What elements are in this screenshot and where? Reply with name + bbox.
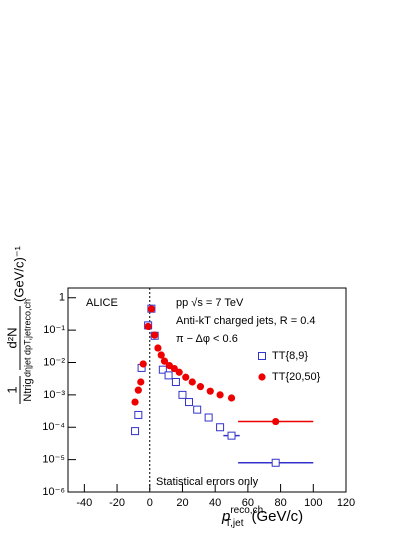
- y-tick-label: 10⁻⁶: [42, 486, 65, 498]
- label-part: p: [221, 508, 230, 525]
- y-tick-label: 10⁻⁴: [42, 421, 65, 433]
- y-label-part: 1: [4, 386, 19, 393]
- marker: [206, 387, 214, 395]
- marker: [151, 331, 159, 339]
- annotation: pp √s = 7 TeV: [176, 297, 244, 309]
- marker: [175, 368, 183, 376]
- marker: [137, 378, 145, 386]
- label-part: reco,ch: [230, 505, 263, 516]
- marker: [272, 417, 280, 426]
- marker: [193, 405, 202, 414]
- marker: [160, 357, 169, 365]
- marker: [131, 398, 139, 406]
- x-tick-label: 80: [274, 497, 286, 509]
- legend-label: TT{8,9}: [272, 350, 308, 362]
- y-tick-label: 10⁻¹: [43, 324, 65, 336]
- marker: [196, 383, 205, 391]
- y-label-part: d²N: [4, 328, 19, 349]
- y-tick-label: 1: [59, 292, 65, 304]
- x-tick-label: -40: [76, 497, 92, 509]
- marker: [131, 427, 140, 436]
- y-tick-label: 10⁻³: [43, 389, 65, 401]
- legend-label: TT{20,50}: [272, 371, 321, 383]
- x-tick-label: 120: [337, 497, 355, 509]
- legend-marker: [258, 352, 266, 360]
- x-tick-label: 100: [304, 497, 322, 509]
- annotation: Statistical errors only: [156, 476, 259, 488]
- marker: [171, 377, 180, 386]
- marker: [170, 364, 178, 373]
- marker: [144, 322, 152, 331]
- marker: [164, 371, 173, 380]
- marker: [204, 413, 213, 422]
- y-label-part: dηjet dpT,jetreco,ch: [22, 299, 32, 377]
- marker: [154, 344, 162, 352]
- marker: [158, 365, 167, 374]
- annotation: ALICE: [86, 297, 118, 309]
- x-tick-label: -20: [109, 497, 125, 509]
- label-part: (GeV/c): [251, 508, 303, 525]
- x-tick-label: 40: [209, 497, 221, 509]
- y-label-part: (GeV/c)⁻¹: [11, 245, 26, 302]
- plot-frame: [67, 287, 347, 493]
- marker: [134, 386, 142, 394]
- marker: [216, 391, 224, 399]
- marker: [139, 360, 147, 368]
- marker: [157, 351, 165, 359]
- annotation: Anti-kT charged jets, R = 0.4: [176, 315, 316, 327]
- x-tick-label: 20: [176, 497, 188, 509]
- y-axis-label: 1 Ntrig d²N dηjet dpT,jetreco,ch(GeV/c)⁻¹: [4, 245, 34, 404]
- x-axis-label: preco,ch T,jet (GeV/c): [221, 505, 303, 529]
- annotation: π − Δφ < 0.6: [176, 333, 238, 345]
- marker: [216, 423, 225, 432]
- marker: [182, 373, 190, 381]
- marker: [271, 458, 280, 467]
- marker: [227, 394, 236, 402]
- marker: [185, 398, 194, 407]
- label-part: T,jet: [225, 518, 244, 529]
- marker: [134, 410, 143, 419]
- legend-marker: [258, 373, 266, 381]
- x-tick-label: 60: [242, 497, 254, 509]
- y-label-part: Ntrig: [22, 378, 34, 401]
- marker: [147, 305, 155, 313]
- y-tick-label: 10⁻⁵: [42, 454, 65, 466]
- y-tick-label: 10⁻²: [43, 356, 65, 368]
- marker: [227, 431, 236, 440]
- x-tick-label: 0: [147, 497, 153, 509]
- marker: [188, 378, 196, 386]
- marker: [178, 390, 187, 399]
